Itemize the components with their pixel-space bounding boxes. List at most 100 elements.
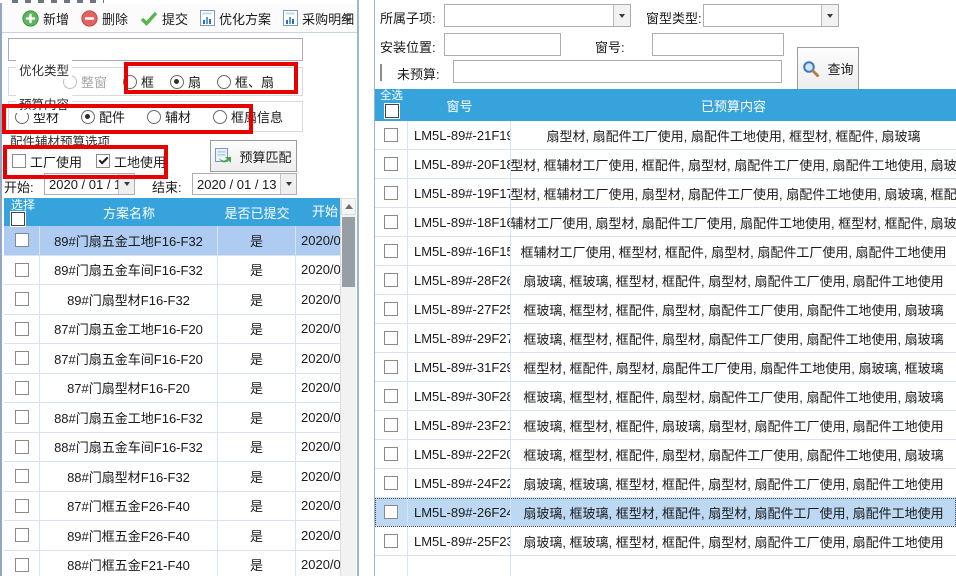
window-row-select-cell[interactable] — [375, 266, 408, 294]
not-budgeted-input[interactable] — [453, 60, 782, 83]
plan-table-row[interactable]: 88#门扇五金车间F16-F32 是 2020/0 — [4, 432, 340, 462]
window-row-select-cell[interactable] — [375, 527, 408, 555]
window-table-row[interactable]: LM5L-89#-30F28 框玻璃, 框型材, 框配件, 扇型材, 扇配件工厂使… — [375, 382, 956, 411]
radio-option[interactable]: 辅材 — [147, 107, 191, 126]
row-checkbox[interactable] — [384, 331, 398, 345]
checkbox-option[interactable]: 工地使用 — [96, 152, 166, 171]
window-table-row[interactable]: LM5L-89#-31F29 框型材, 框配件, 扇型材, 扇配件工厂使用, 扇配… — [375, 353, 956, 382]
row-checkbox[interactable] — [14, 439, 29, 454]
radio-icon[interactable] — [213, 109, 228, 124]
sub-item-dropdown-button[interactable] — [613, 5, 630, 26]
window-table-row[interactable]: LM5L-89#-28F26 扇玻璃, 框玻璃, 框型材, 框配件, 扇型材, 扇… — [375, 266, 956, 295]
window-table-row[interactable]: LM5L-89#-24F22 扇玻璃, 框玻璃, 框型材, 框配件, 扇型材, 扇… — [375, 469, 956, 498]
window-table-row[interactable]: LM5L-89#-18F16 框辅材工厂使用, 扇型材, 扇配件工厂使用, 扇配件… — [375, 208, 956, 237]
window-table-row[interactable]: LM5L-89#-27F25 框玻璃, 框型材, 框配件, 扇型材, 扇配件工厂使… — [375, 295, 956, 324]
row-checkbox[interactable] — [14, 557, 29, 572]
window-header-budgeted[interactable]: 已预算内容 — [700, 98, 766, 114]
plan-row-select-cell[interactable] — [4, 432, 40, 461]
row-checkbox[interactable] — [384, 447, 398, 461]
row-checkbox[interactable] — [14, 528, 29, 543]
plan-table-row[interactable]: 87#门框五金F26-F40 是 2020/0 — [4, 491, 340, 521]
panel-splitter[interactable] — [357, 0, 374, 576]
select-all-checkbox[interactable] — [383, 103, 400, 119]
plan-table-row[interactable]: 87#门扇五金车间F16-F20 是 2020/0 — [4, 344, 340, 374]
checkbox-icon[interactable] — [12, 154, 26, 168]
row-checkbox[interactable] — [14, 498, 29, 513]
window-row-select-cell[interactable] — [375, 324, 408, 352]
submit-button[interactable]: 提交 — [140, 9, 188, 28]
window-row-select-cell[interactable] — [375, 179, 408, 207]
delete-button[interactable]: 删除 — [81, 9, 128, 28]
row-checkbox[interactable] — [384, 128, 398, 142]
toolbar-overflow-button[interactable] — [341, 8, 354, 28]
budget-match-button[interactable]: 预算匹配 — [210, 140, 297, 172]
plan-row-select-cell[interactable] — [4, 226, 40, 255]
radio-icon[interactable] — [147, 109, 162, 124]
plan-table-row[interactable]: 89#门框五金F26-F40 是 2020/0 — [4, 521, 340, 551]
row-checkbox[interactable] — [14, 410, 29, 425]
window-row-select-cell[interactable] — [375, 121, 408, 149]
window-row-select-cell[interactable] — [375, 498, 408, 526]
row-checkbox[interactable] — [384, 418, 398, 432]
plan-row-select-cell[interactable] — [4, 403, 40, 432]
plan-row-select-cell[interactable] — [4, 491, 40, 520]
window-table-row[interactable]: LM5L-89#-22F20 框玻璃, 框型材, 框配件, 扇型材, 扇配件工厂使… — [375, 440, 956, 469]
row-checkbox[interactable] — [384, 244, 398, 258]
row-checkbox[interactable] — [384, 360, 398, 374]
start-date-picker[interactable]: 2020 / 01 / 1 — [44, 173, 135, 195]
window-table-row[interactable]: LM5L-89#-19F17 框型材, 框辅材工厂使用, 扇型材, 扇配件工厂使用… — [375, 179, 956, 208]
window-row-select-cell[interactable] — [375, 469, 408, 497]
window-table-row[interactable]: LM5L-89#-29F27 框玻璃, 框型材, 框配件, 扇型材, 扇配件工厂使… — [375, 324, 956, 353]
window-no-input[interactable] — [652, 33, 784, 56]
plan-table-row[interactable]: 88#门扇型材F16-F32 是 2020/0 — [4, 462, 340, 492]
window-row-select-cell[interactable] — [375, 440, 408, 468]
radio-icon[interactable] — [81, 109, 96, 124]
radio-option[interactable]: 框、扇 — [217, 72, 274, 91]
radio-icon[interactable] — [123, 74, 138, 89]
install-pos-input[interactable] — [444, 33, 561, 56]
plan-table-row[interactable]: 87#门扇五金工地F16-F20 是 2020/0 — [4, 314, 340, 344]
checkbox-icon[interactable] — [96, 154, 111, 168]
radio-icon[interactable] — [217, 74, 232, 89]
radio-icon[interactable] — [170, 74, 185, 89]
plan-row-select-cell[interactable] — [4, 285, 40, 314]
row-checkbox[interactable] — [14, 292, 29, 307]
purchase-detail-button[interactable]: 采购明细 — [283, 9, 371, 28]
window-header-no[interactable]: 窗号 — [446, 98, 473, 114]
row-checkbox[interactable] — [14, 469, 29, 484]
add-button[interactable]: 新增 — [22, 9, 69, 28]
plan-table-row[interactable]: 88#门扇五金工地F16-F32 是 2020/0 — [4, 403, 340, 433]
row-checkbox[interactable] — [14, 233, 29, 248]
window-type-combobox[interactable] — [703, 4, 839, 27]
window-table-row[interactable]: LM5L-89#-21F19 扇型材, 扇配件工厂使用, 扇配件工地使用, 框型材… — [375, 121, 956, 150]
window-row-select-cell[interactable] — [375, 382, 408, 410]
window-table-row[interactable]: LM5L-89#-25F23 扇玻璃, 框玻璃, 框型材, 框配件, 扇型材, 扇… — [375, 527, 956, 556]
plan-table-scrollbar[interactable] — [340, 198, 356, 576]
plan-header-submitted[interactable]: 是否已提交 — [224, 205, 290, 221]
row-checkbox[interactable] — [14, 380, 29, 395]
window-row-select-cell[interactable] — [375, 411, 408, 439]
plan-header-start[interactable]: 开始 — [312, 204, 339, 219]
row-checkbox[interactable] — [384, 534, 398, 548]
select-all-checkbox[interactable] — [10, 211, 26, 227]
window-row-select-cell[interactable] — [375, 295, 408, 323]
not-budgeted-checkbox[interactable] — [380, 64, 382, 81]
plan-header-name[interactable]: 方案名称 — [102, 205, 155, 221]
row-checkbox[interactable] — [384, 302, 398, 316]
radio-option[interactable]: 型材 — [15, 107, 59, 126]
plan-row-select-cell[interactable] — [4, 344, 40, 373]
window-row-select-cell[interactable] — [375, 208, 408, 236]
window-row-select-cell[interactable] — [375, 237, 408, 265]
query-button[interactable]: 查询 — [797, 47, 859, 90]
window-row-select-cell[interactable] — [375, 150, 408, 178]
plan-row-select-cell[interactable] — [4, 255, 40, 284]
row-checkbox[interactable] — [384, 215, 398, 229]
window-table-row[interactable]: LM5L-89#-20F18 框型材, 框辅材工厂使用, 框配件, 扇型材, 扇配… — [375, 150, 956, 179]
checkbox-option[interactable]: 工厂使用 — [12, 152, 82, 171]
row-checkbox[interactable] — [14, 262, 29, 277]
plan-row-select-cell[interactable] — [4, 521, 40, 550]
radio-option[interactable]: 配件 — [81, 107, 125, 126]
row-checkbox[interactable] — [384, 389, 398, 403]
plan-search-input[interactable] — [8, 38, 303, 61]
window-row-select-cell[interactable] — [375, 353, 408, 381]
